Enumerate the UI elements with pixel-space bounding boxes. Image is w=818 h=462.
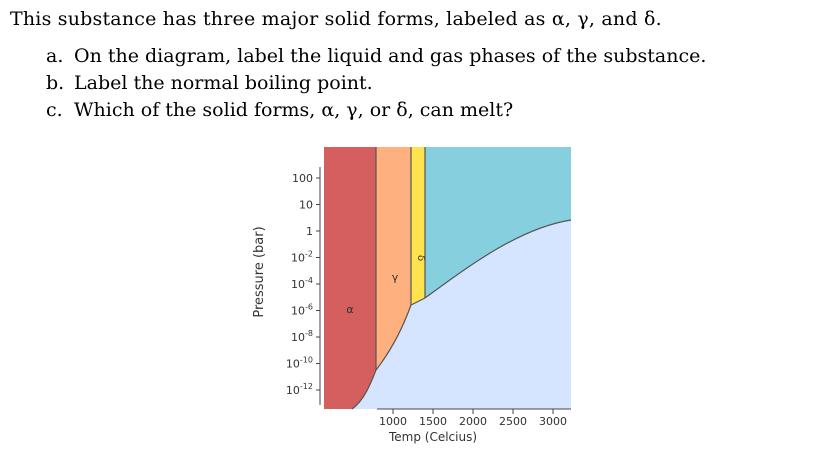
y-tick-label: 10-8 [291, 329, 313, 344]
question-item-b: b. Label the normal boiling point. [46, 72, 373, 94]
question-item-c: c. Which of the solid forms, α, γ, or δ, … [46, 99, 513, 121]
y-tick-label: 10-2 [291, 250, 313, 265]
x-tick-label: 3000 [539, 415, 567, 428]
x-tick-label: 1500 [419, 415, 447, 428]
sublimation-curve [351, 297, 426, 410]
item-text: Label the normal boiling point. [74, 72, 373, 94]
x-tick-label: 2500 [499, 415, 527, 428]
item-text: Which of the solid forms, α, γ, or δ, ca… [74, 99, 514, 121]
x-tick-marks [392, 409, 554, 414]
label-gamma: γ [392, 271, 399, 284]
vaporization-curve [424, 219, 572, 299]
y-tick-label: 10 [299, 199, 313, 212]
label-delta: δ [415, 255, 426, 261]
region-lower-right [352, 220, 571, 409]
region-alpha [324, 147, 376, 409]
x-tick-label: 2000 [459, 415, 487, 428]
y-tick-label: 10-12 [286, 382, 313, 397]
item-text: On the diagram, label the liquid and gas… [74, 45, 707, 67]
region-gamma [376, 147, 411, 370]
y-tick-label: 100 [292, 172, 313, 185]
y-tick-label: 1 [306, 225, 313, 238]
item-letter: a. [46, 45, 64, 67]
question-intro: This substance has three major solid for… [10, 8, 662, 30]
x-tick-labels: 1000 1500 2000 2500 3000 [379, 415, 567, 428]
label-alpha: α [346, 303, 353, 316]
x-tick-label: 1000 [379, 415, 407, 428]
y-axis-label: Pressure (bar) [252, 226, 267, 317]
item-letter: b. [46, 72, 65, 94]
y-tick-label: 10-6 [291, 303, 313, 318]
y-tick-label: 10-4 [291, 276, 313, 291]
item-letter: c. [46, 99, 63, 121]
region-delta [411, 147, 425, 305]
y-tick-label: 10-10 [286, 356, 313, 371]
y-tick-labels: 100 10 1 10-2 10-4 10-6 10-8 10-10 10-12 [286, 172, 313, 397]
question-item-a: a. On the diagram, label the liquid and g… [46, 45, 706, 67]
y-tick-marks [316, 177, 320, 391]
x-axis-label: Temp (Celcius) [388, 430, 477, 444]
